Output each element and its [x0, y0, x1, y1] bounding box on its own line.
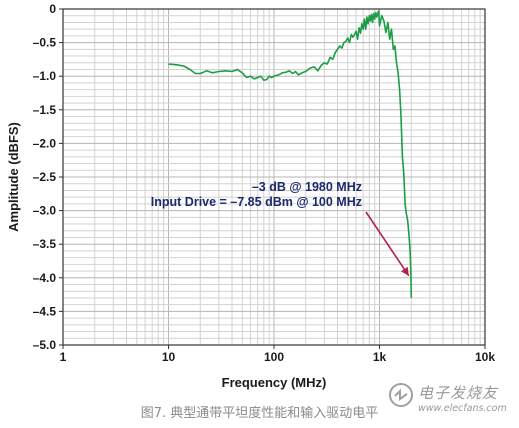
x-tick-label: 10k: [475, 350, 495, 364]
watermark-logo-icon: [389, 383, 413, 407]
watermark-url: www.elecfans.com: [418, 403, 507, 414]
x-tick-label: 100: [264, 350, 284, 364]
y-tick-label: –2.0: [33, 136, 57, 150]
series-layer: [168, 10, 413, 299]
x-axis-title: Frequency (MHz): [222, 375, 327, 390]
y-tick-label: –5.0: [33, 338, 57, 352]
series-line: [168, 10, 413, 299]
figure-caption: 图7. 典型通带平坦度性能和输入驱动电平: [140, 406, 379, 421]
annotation-arrowhead: [401, 266, 409, 276]
grid: [62, 8, 485, 346]
y-tick-label: –0.5: [33, 36, 57, 50]
tick-labels: 0 –0.5 –1.0 –1.5 –2.0 –2.5 –3.0 –3.5 –4.0 –4.5 –5.…: [33, 2, 496, 364]
watermark-name: 电子发烧友: [418, 384, 499, 402]
y-tick-label: –2.5: [33, 170, 57, 184]
y-tick-label: –1.0: [33, 69, 57, 83]
watermark: 电子发烧友 www.elecfans.com: [388, 380, 518, 424]
y-tick-label: –4.5: [33, 304, 57, 318]
y-tick-label: 0: [49, 2, 56, 16]
annotation-arrow: [365, 211, 410, 277]
axes: [59, 8, 486, 349]
x-tick-label: 1k: [373, 350, 387, 364]
annotation-text: Input Drive = –7.85 dBm @ 100 MHz: [151, 195, 362, 209]
y-tick-label: –1.5: [33, 103, 57, 117]
y-tick-label: –4.0: [33, 271, 57, 285]
y-axis-title: Amplitude (dBFS): [6, 122, 21, 232]
y-tick-label: –3.0: [33, 204, 57, 218]
annotation-text: –3 dB @ 1980 MHz: [252, 180, 362, 194]
x-tick-label: 1: [60, 350, 67, 364]
y-tick-label: –3.5: [33, 237, 57, 251]
x-tick-label: 10: [162, 350, 176, 364]
